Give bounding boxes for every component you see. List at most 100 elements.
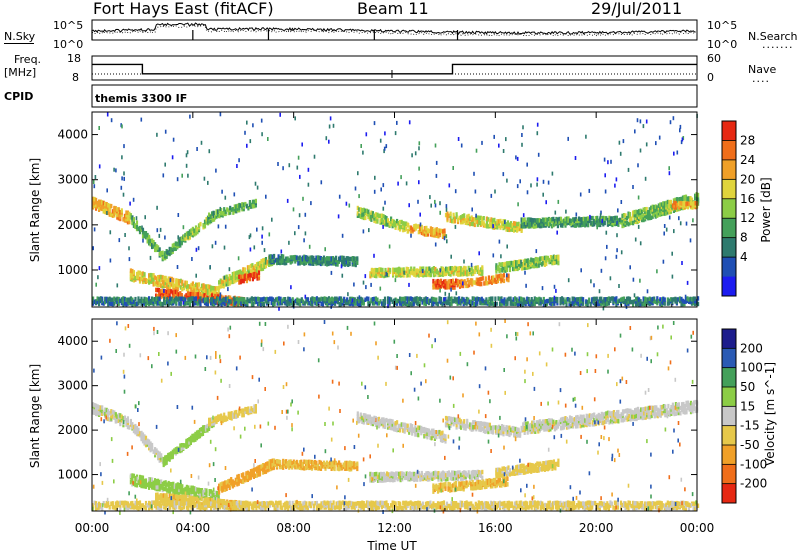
echo-cell — [677, 197, 680, 202]
echo-cell — [568, 221, 572, 226]
noise-speckle — [244, 130, 246, 135]
echo-cell — [144, 482, 148, 488]
echo-cell — [251, 204, 254, 209]
noise-speckle — [292, 207, 295, 212]
echo-cell — [498, 301, 502, 307]
echo-cell — [240, 479, 243, 484]
echo-cell — [227, 281, 230, 287]
echo-cell — [466, 214, 469, 219]
noise-speckle — [171, 155, 174, 160]
echo-cell — [522, 422, 525, 427]
noise-speckle — [616, 220, 618, 225]
noise-speckle — [526, 190, 529, 195]
echo-cell — [422, 266, 425, 271]
noise-speckle — [536, 177, 539, 182]
echo-cell — [618, 298, 621, 303]
echo-cell — [137, 427, 140, 433]
echo-cell — [534, 426, 537, 432]
echo-cell — [98, 199, 101, 204]
echo-cell — [319, 466, 323, 471]
echo-cell — [686, 196, 689, 201]
echo-cell — [135, 224, 139, 230]
echo-cell — [227, 411, 230, 417]
echo-cell — [117, 418, 120, 423]
echo-cell — [420, 425, 423, 431]
echo-cell — [417, 273, 420, 278]
echo-cell — [96, 404, 99, 409]
echo-cell — [135, 220, 139, 225]
echo-cell — [218, 490, 221, 495]
echo-cell — [261, 266, 265, 271]
echo-cell — [378, 267, 381, 272]
noise-speckle — [304, 231, 307, 236]
echo-cell — [525, 421, 528, 427]
echo-cell — [191, 288, 194, 293]
echo-cell — [95, 403, 98, 409]
echo-cell — [254, 198, 257, 204]
echo-cell — [110, 212, 113, 218]
noise-speckle — [164, 162, 166, 167]
echo-cell — [481, 269, 484, 275]
noise-speckle — [182, 225, 185, 230]
echo-cell — [215, 209, 218, 214]
echo-cell — [426, 232, 429, 237]
echo-cell — [125, 212, 128, 218]
echo-cell — [558, 216, 561, 222]
echo-cell — [419, 229, 422, 234]
echo-cell — [237, 301, 240, 307]
noise-speckle — [166, 250, 168, 255]
echo-cell — [461, 299, 464, 304]
echo-cell — [131, 268, 134, 274]
echo-cell — [220, 498, 223, 504]
echo-cell — [683, 200, 687, 206]
echo-cell — [511, 425, 514, 431]
echo-cell — [217, 212, 220, 217]
echo-cell — [403, 422, 406, 428]
echo-cell — [114, 412, 117, 417]
echo-cell — [185, 438, 188, 444]
echo-cell — [164, 275, 167, 281]
echo-cell — [151, 481, 154, 486]
echo-cell — [129, 296, 132, 301]
echo-cell — [329, 460, 332, 466]
echo-cell — [436, 278, 440, 284]
echo-cell — [282, 465, 285, 470]
echo-cell — [567, 216, 570, 221]
echo-cell — [506, 425, 510, 431]
echo-cell — [432, 296, 435, 302]
echo-cell — [161, 493, 164, 498]
echo-cell — [615, 296, 618, 301]
echo-cell — [230, 275, 233, 281]
echo-cell — [683, 194, 686, 200]
echo-cell — [303, 257, 306, 262]
echo-cell — [556, 301, 559, 306]
echo-cell — [262, 302, 266, 307]
echo-cell — [113, 415, 116, 420]
echo-cell — [158, 251, 161, 257]
echo-cell — [392, 267, 395, 272]
echo-cell — [420, 227, 423, 232]
echo-cell — [396, 298, 399, 304]
echo-cell — [92, 202, 95, 207]
echo-cell — [197, 495, 201, 500]
echo-cell — [235, 296, 238, 302]
echo-cell — [289, 459, 292, 464]
echo-cell — [237, 297, 240, 302]
echo-cell — [405, 221, 408, 226]
noise-speckle — [345, 201, 348, 206]
echo-cell — [253, 296, 256, 302]
echo-cell — [615, 218, 618, 223]
echo-cell — [427, 298, 430, 304]
echo-cell — [396, 218, 399, 224]
echo-cell — [225, 296, 228, 302]
echo-cell — [405, 273, 408, 278]
echo-cell — [260, 266, 263, 272]
echo-cell — [444, 279, 447, 284]
echo-cell — [304, 260, 307, 266]
echo-cell — [163, 275, 166, 281]
echo-cell — [490, 429, 493, 434]
echo-cell — [459, 284, 462, 289]
echo-cell — [174, 449, 177, 455]
noise-speckle — [223, 245, 226, 250]
noise-speckle — [357, 171, 359, 176]
